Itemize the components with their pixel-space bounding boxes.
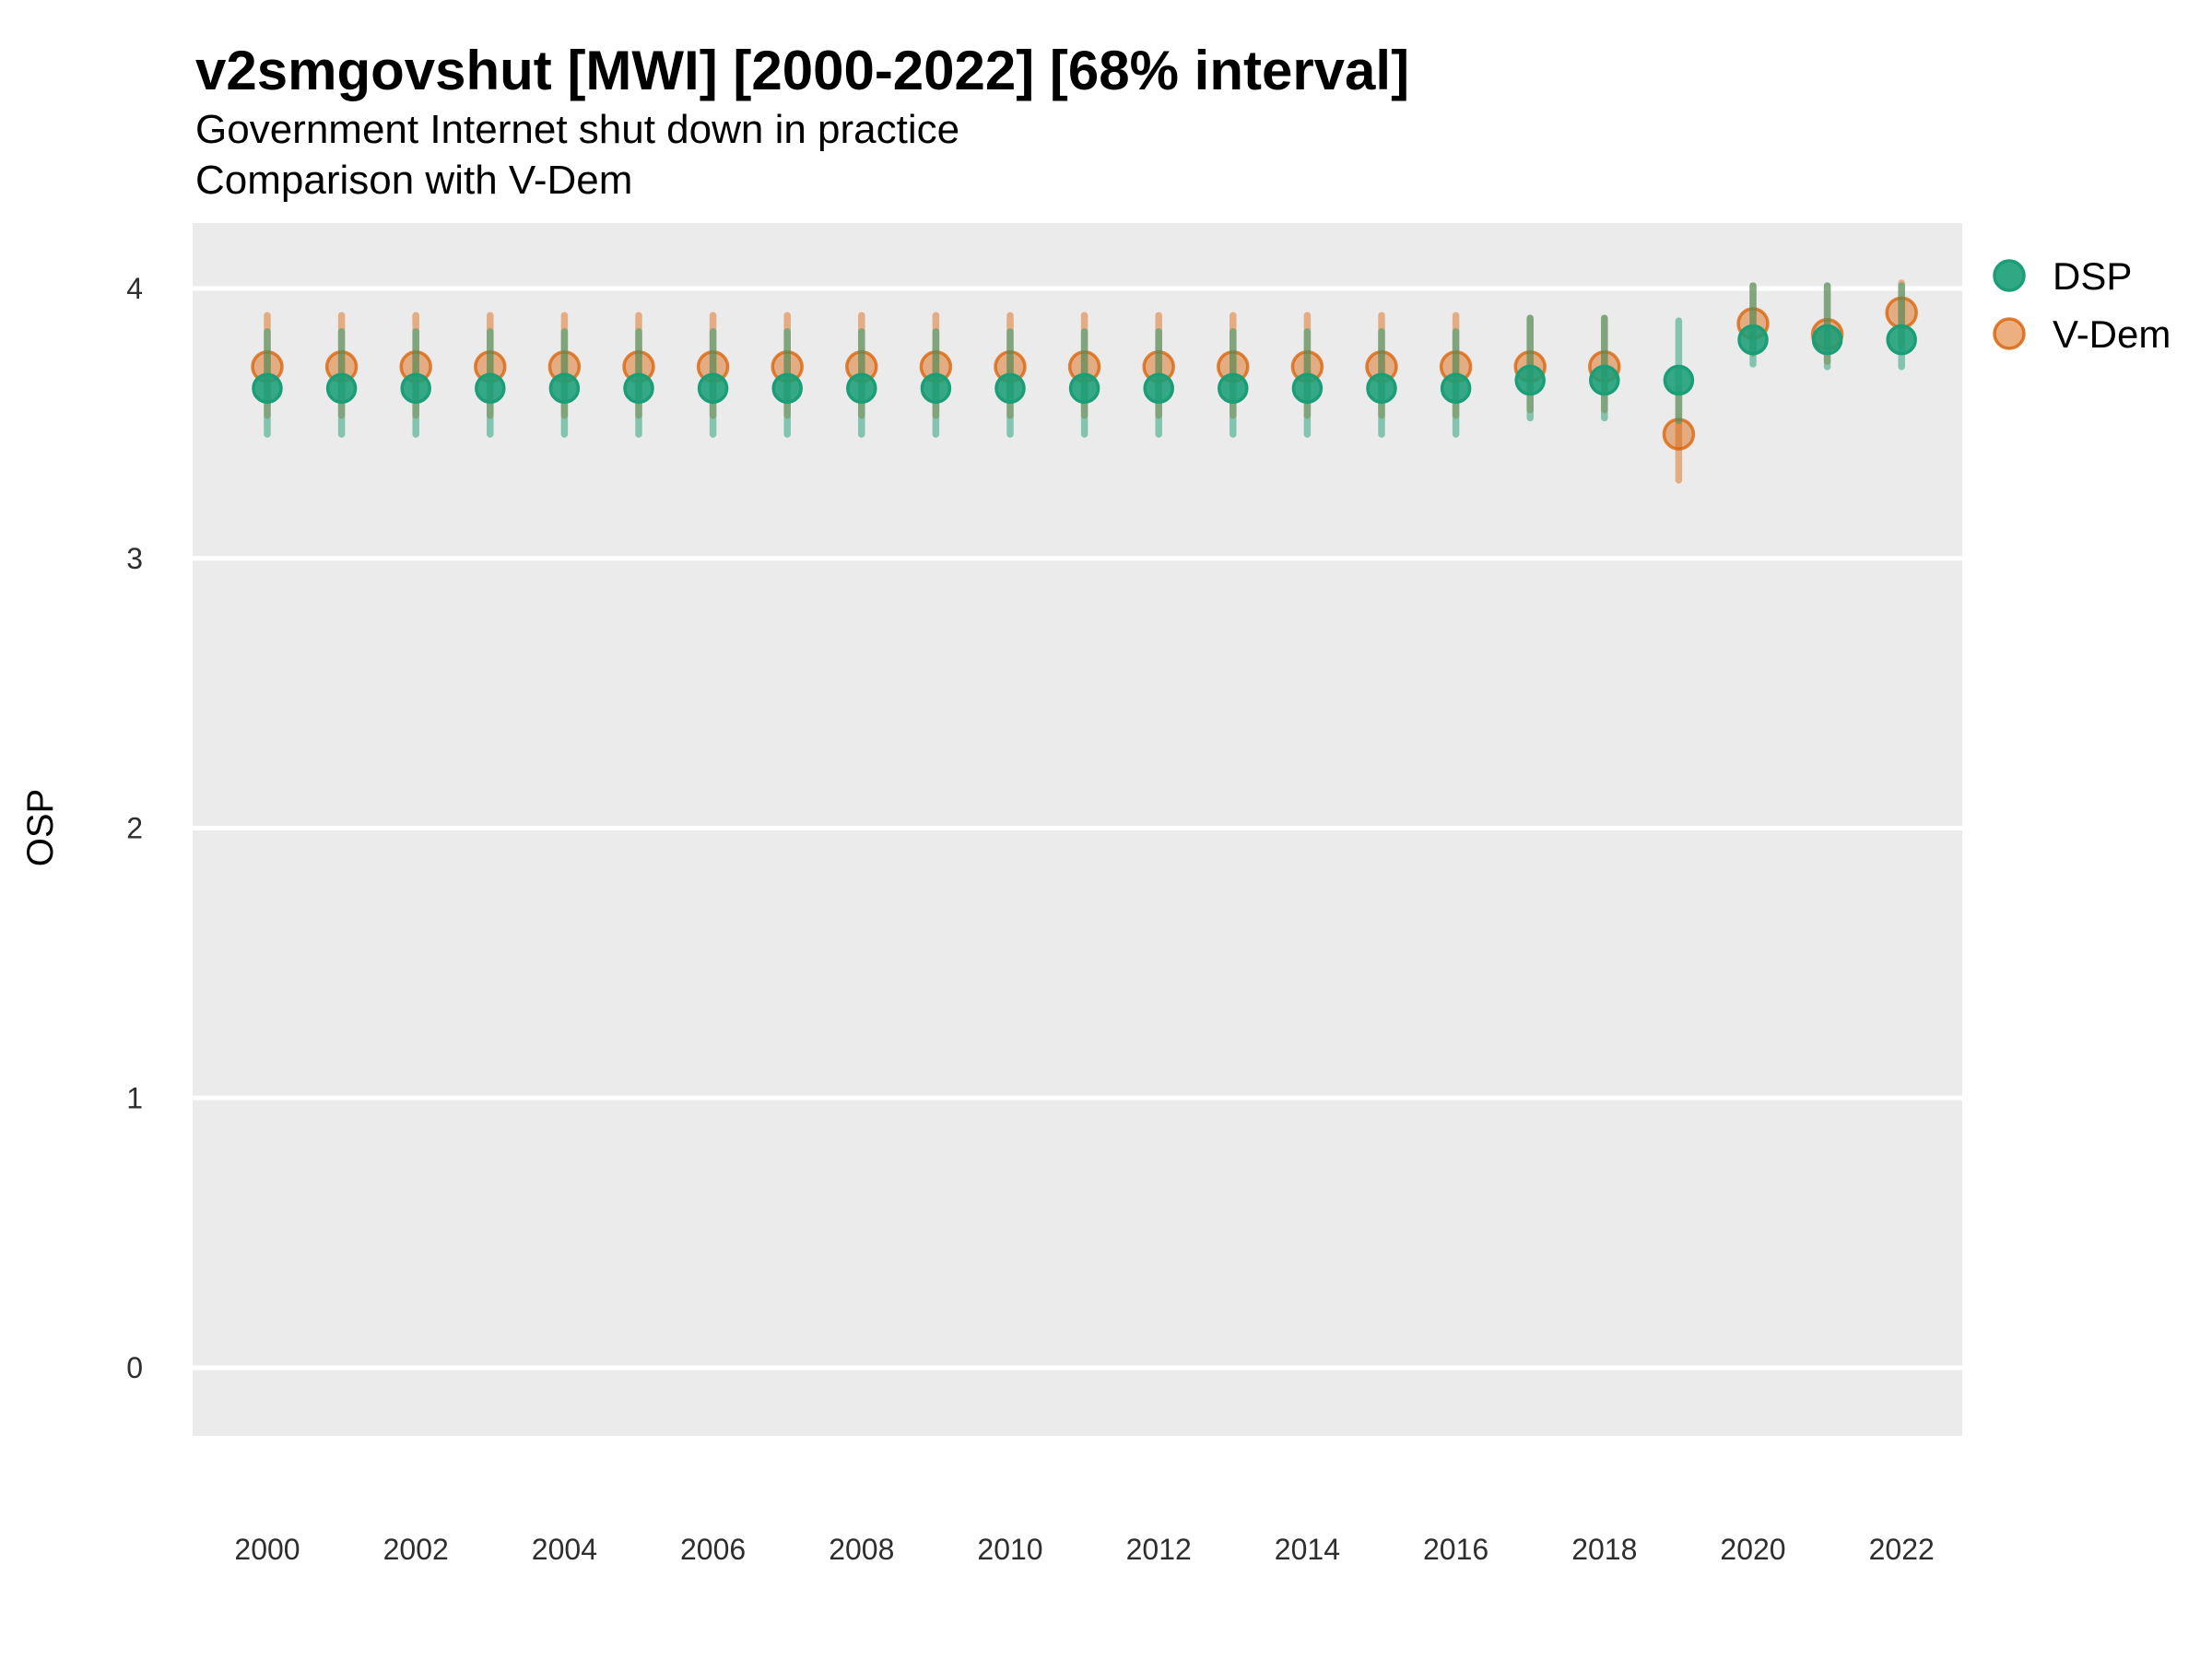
dsp-pointrange-2016 bbox=[1440, 328, 1472, 438]
dsp-pointrange-2000 bbox=[252, 328, 283, 438]
dsp-pointrange-2022 bbox=[1886, 282, 1917, 371]
dsp-pointrange-2012 bbox=[1143, 328, 1174, 438]
x-tick-label-2010: 2010 bbox=[977, 1533, 1042, 1566]
y-tick-label-1: 1 bbox=[126, 1081, 143, 1114]
legend-dsp-label: DSP bbox=[2053, 254, 2132, 298]
dsp-pointrange-2017 bbox=[1514, 314, 1546, 422]
chart-title: v2smgovshut [MWI] [2000-2022] [68% inter… bbox=[195, 40, 1409, 101]
dsp-pointrange-2010 bbox=[994, 328, 1026, 438]
dsp-pointrange-2009 bbox=[920, 328, 952, 438]
y-tick-label-4: 4 bbox=[126, 272, 143, 305]
dsp-point-2005 bbox=[623, 372, 654, 405]
chart-subtitle-line1: Government Internet shut down in practic… bbox=[195, 107, 959, 152]
y-axis-title: OSP bbox=[20, 789, 61, 866]
dsp-point-2010 bbox=[994, 372, 1026, 405]
x-tick-label-2016: 2016 bbox=[1423, 1533, 1488, 1566]
dsp-point-2004 bbox=[548, 372, 581, 405]
x-tick-label-2004: 2004 bbox=[532, 1533, 597, 1566]
dsp-point-2012 bbox=[1143, 372, 1174, 405]
dsp-point-2000 bbox=[252, 372, 283, 405]
x-tick-label-2014: 2014 bbox=[1275, 1533, 1340, 1566]
dsp-pointrange-2018 bbox=[1589, 314, 1620, 422]
dsp-point-2006 bbox=[697, 372, 729, 405]
dsp-pointrange-2015 bbox=[1366, 328, 1397, 438]
dsp-pointrange-2002 bbox=[400, 328, 431, 438]
dsp-pointrange-2007 bbox=[771, 328, 803, 438]
dsp-point-2014 bbox=[1291, 372, 1324, 405]
dsp-pointrange-2021 bbox=[1811, 282, 1843, 371]
y-tick-label-3: 3 bbox=[126, 542, 143, 575]
dsp-pointrange-2001 bbox=[325, 328, 358, 438]
dsp-point-2009 bbox=[920, 372, 952, 405]
dsp-pointrange-2020 bbox=[1737, 282, 1769, 368]
x-tick-label-2006: 2006 bbox=[680, 1533, 746, 1566]
dsp-point-2001 bbox=[325, 372, 358, 405]
y-tick-label-2: 2 bbox=[126, 812, 143, 845]
dsp-point-2007 bbox=[771, 372, 803, 405]
dsp-point-2018 bbox=[1589, 364, 1620, 396]
dsp-pointrange-2004 bbox=[548, 328, 581, 438]
dsp-pointrange-2003 bbox=[475, 328, 506, 438]
dsp-point-2022 bbox=[1886, 324, 1917, 356]
dsp-point-2019 bbox=[1663, 364, 1695, 396]
legend-dsp-swatch-icon bbox=[1993, 259, 2026, 292]
legend-vdem-label: V-Dem bbox=[2053, 312, 2171, 356]
dsp-pointrange-2005 bbox=[623, 328, 654, 438]
dsp-point-2017 bbox=[1514, 364, 1546, 396]
dsp-point-2003 bbox=[475, 372, 506, 405]
dsp-point-2016 bbox=[1440, 372, 1472, 405]
dsp-pointrange-2013 bbox=[1218, 328, 1249, 438]
x-tick-label-2002: 2002 bbox=[383, 1533, 449, 1566]
x-tick-label-2000: 2000 bbox=[234, 1533, 300, 1566]
y-tick-label-0: 0 bbox=[126, 1351, 143, 1384]
dsp-point-2020 bbox=[1737, 324, 1769, 356]
x-tick-label-2022: 2022 bbox=[1869, 1533, 1935, 1566]
legend: DSP V-Dem bbox=[1993, 254, 2171, 356]
dsp-point-2002 bbox=[400, 372, 431, 405]
dsp-point-2021 bbox=[1811, 324, 1843, 356]
dsp-pointrange-2006 bbox=[697, 328, 729, 438]
dsp-point-2015 bbox=[1366, 372, 1397, 405]
legend-vdem-swatch-icon bbox=[1993, 317, 2026, 350]
x-tick-label-2012: 2012 bbox=[1126, 1533, 1192, 1566]
dsp-pointrange-2011 bbox=[1068, 328, 1100, 438]
dsp-pointrange-2014 bbox=[1291, 328, 1324, 438]
dsp-pointrange-2008 bbox=[846, 328, 877, 438]
x-tick-label-2008: 2008 bbox=[829, 1533, 894, 1566]
x-tick-label-2018: 2018 bbox=[1571, 1533, 1637, 1566]
plot-area: 0 1 2 3 4 2000 2002 2004 2006 2008 2010 2012 2014 201… bbox=[126, 223, 1962, 1566]
dsp-series bbox=[252, 282, 1917, 438]
dsp-point-2011 bbox=[1068, 372, 1100, 405]
dsp-point-2013 bbox=[1218, 372, 1249, 405]
dsp-pointrange-2019 bbox=[1663, 317, 1695, 425]
x-tick-label-2020: 2020 bbox=[1720, 1533, 1785, 1566]
dsp-point-2008 bbox=[846, 372, 877, 405]
chart-subtitle-line2: Comparison with V-Dem bbox=[195, 158, 632, 203]
